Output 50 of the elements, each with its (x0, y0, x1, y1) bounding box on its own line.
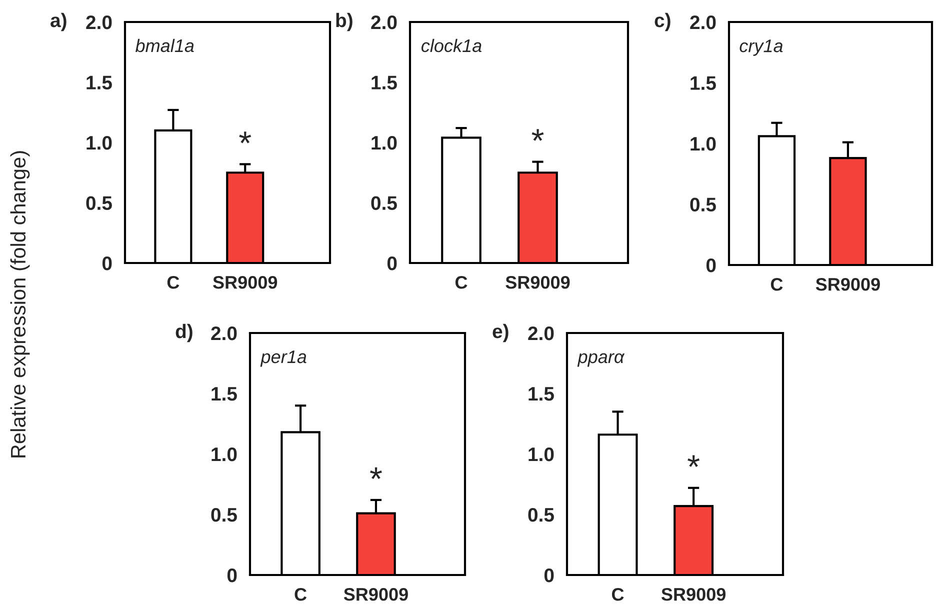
y-tick-label: 1.5 (528, 387, 554, 401)
text: clock1a (421, 38, 482, 52)
y-tick-label: 0.5 (690, 198, 716, 212)
x-tick-label: C (167, 276, 180, 289)
y-tick-label: 2.0 (371, 15, 397, 30)
y-axis-title: Relative expression (fold change) (10, 151, 30, 458)
y-tick-label: 1.0 (690, 136, 716, 151)
y-tick-label: 1.0 (212, 447, 237, 462)
x-tick-label: SR9009 (661, 588, 726, 601)
x-tick-label: SR9009 (344, 588, 408, 601)
x-tick-label: C (612, 588, 624, 601)
y-tick-label: 0.5 (211, 508, 237, 522)
text: pparα (577, 353, 625, 367)
y-tick-label: 1.5 (86, 76, 112, 90)
y-tick-label: 1.5 (372, 76, 397, 90)
text: e) (492, 324, 508, 342)
y-tick-label: 2.0 (690, 15, 716, 30)
annotation: * (370, 467, 382, 480)
text: per1a (260, 350, 306, 367)
y-tick-label: 0 (102, 256, 112, 270)
x-tick-label: SR9009 (213, 276, 278, 289)
y-tick-label: 2.0 (211, 326, 237, 340)
annotation: * (239, 132, 252, 144)
text: cry1a (740, 40, 783, 56)
x-tick-label: C (455, 276, 468, 289)
y-tick-label: 0 (706, 258, 716, 272)
y-tick-label: 1.0 (528, 447, 554, 462)
x-tick-label: SR9009 (506, 276, 570, 289)
text: a) (50, 12, 66, 32)
text: d) (176, 324, 192, 342)
text: b) (336, 12, 352, 32)
annotation: * (688, 455, 700, 467)
x-tick-label: C (294, 588, 307, 601)
text: c) (654, 12, 670, 32)
y-tick-label: 1.0 (372, 136, 397, 150)
y-tick-label: 1.0 (86, 136, 112, 150)
y-tick-label: 2.0 (528, 326, 554, 340)
text: bmal1a (136, 38, 194, 52)
y-tick-label: 2.0 (86, 15, 112, 30)
y-tick-label: 0 (227, 568, 237, 582)
y-tick-label: 1.5 (212, 387, 237, 401)
y-tick-label: 0.5 (371, 196, 397, 210)
y-tick-label: 0.5 (86, 196, 112, 210)
y-tick-label: 0 (387, 256, 397, 270)
annotation: * (532, 129, 544, 141)
y-tick-label: 1.5 (690, 76, 716, 90)
y-tick-label: 0 (544, 568, 554, 582)
x-tick-label: SR9009 (816, 278, 880, 291)
x-tick-label: C (770, 278, 783, 291)
y-tick-label: 0.5 (528, 508, 554, 522)
